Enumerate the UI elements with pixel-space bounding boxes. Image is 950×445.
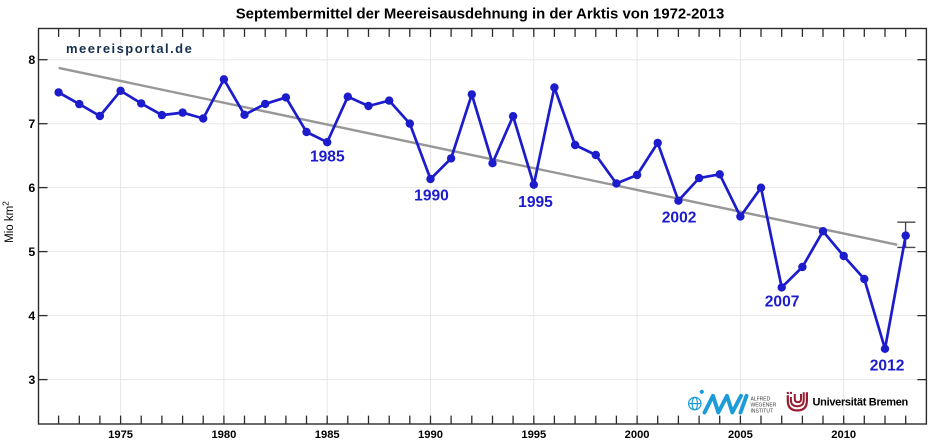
svg-text:2005: 2005 [728, 429, 753, 441]
svg-text:Mio km2: Mio km2 [1, 201, 17, 243]
svg-text:1995: 1995 [518, 194, 553, 211]
svg-text:1990: 1990 [414, 188, 449, 205]
svg-text:Septembermittel der Meereisaus: Septembermittel der Meereisausdehnung in… [236, 6, 725, 22]
svg-text:Universität Bremen: Universität Bremen [813, 397, 909, 409]
svg-text:1985: 1985 [315, 429, 340, 441]
svg-text:1975: 1975 [108, 429, 133, 441]
svg-text:3: 3 [28, 373, 35, 387]
svg-text:7: 7 [28, 117, 35, 131]
svg-text:4: 4 [28, 309, 35, 323]
svg-text:meereisportal.de: meereisportal.de [66, 41, 193, 56]
svg-text:2010: 2010 [831, 429, 856, 441]
svg-text:ALFRED: ALFRED [751, 396, 771, 402]
svg-text:1985: 1985 [310, 148, 345, 165]
svg-text:5: 5 [28, 245, 35, 259]
svg-text:6: 6 [28, 181, 35, 195]
svg-text:WEGENER: WEGENER [751, 402, 777, 408]
svg-text:2002: 2002 [662, 210, 697, 227]
svg-text:2007: 2007 [765, 293, 800, 310]
svg-text:1995: 1995 [521, 429, 546, 441]
svg-text:1990: 1990 [418, 429, 443, 441]
svg-text:2000: 2000 [625, 429, 650, 441]
svg-text:INSTITUT: INSTITUT [751, 408, 774, 414]
svg-text:1980: 1980 [211, 429, 236, 441]
svg-text:2012: 2012 [870, 358, 905, 375]
svg-text:8: 8 [28, 53, 35, 67]
